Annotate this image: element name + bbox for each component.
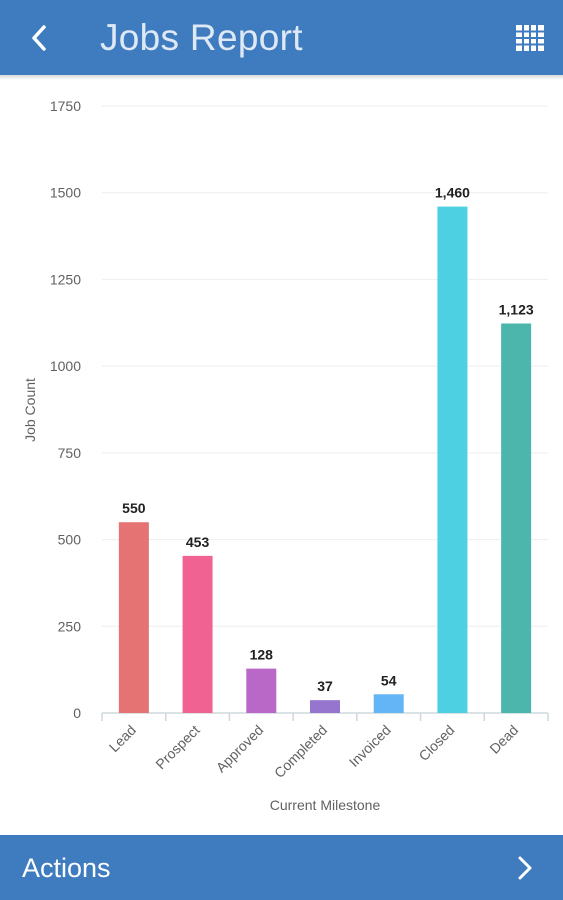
value-labels: 550 453 128 37 54 1,460 1,123 bbox=[122, 185, 534, 695]
x-tick-label: Closed bbox=[415, 722, 457, 764]
app-bar-shadow bbox=[0, 75, 563, 80]
grid-view-button[interactable] bbox=[510, 20, 548, 56]
y-tick-label: 1000 bbox=[50, 358, 81, 374]
value-label: 1,123 bbox=[499, 301, 534, 317]
bars bbox=[118, 206, 532, 714]
y-tick-label: 0 bbox=[73, 705, 81, 721]
y-axis-label: Job Count bbox=[22, 378, 38, 442]
grid-icon bbox=[516, 25, 544, 51]
value-label: 453 bbox=[186, 534, 210, 550]
x-axis bbox=[101, 712, 549, 721]
value-label: 37 bbox=[317, 678, 333, 694]
gridlines bbox=[102, 105, 548, 627]
bar-approved bbox=[246, 668, 277, 713]
y-tick-label: 500 bbox=[58, 532, 82, 548]
jobs-bar-chart: 0 250 500 750 1000 1250 1500 1750 550 453 128 37 54… bbox=[22, 98, 549, 813]
x-tick-label: Approved bbox=[213, 722, 267, 776]
back-button[interactable] bbox=[22, 18, 58, 58]
y-axis-ticks: 0 250 500 750 1000 1250 1500 1750 bbox=[50, 98, 81, 721]
y-tick-label: 1500 bbox=[50, 185, 81, 201]
y-tick-label: 750 bbox=[58, 445, 82, 461]
y-tick-label: 1250 bbox=[50, 271, 81, 287]
x-tick-label: Invoiced bbox=[346, 722, 394, 770]
x-tick-label: Dead bbox=[486, 722, 521, 757]
x-tick-labels: Lead Prospect Approved Completed Invoiced Clo… bbox=[106, 722, 522, 781]
actions-label: Actions bbox=[22, 853, 111, 883]
x-axis-label: Current Milestone bbox=[270, 797, 381, 813]
x-tick-label: Prospect bbox=[152, 722, 202, 772]
x-tick-label: Completed bbox=[271, 722, 330, 781]
y-tick-label: 250 bbox=[58, 618, 82, 634]
top-app-bar: Jobs Report bbox=[0, 0, 563, 75]
y-tick-label: 1750 bbox=[50, 98, 81, 114]
x-tick-label: Lead bbox=[106, 722, 139, 755]
value-label: 550 bbox=[122, 500, 146, 516]
value-label: 1,460 bbox=[435, 185, 470, 201]
bar-lead bbox=[118, 522, 149, 713]
bar-prospect bbox=[182, 555, 213, 713]
bar-completed bbox=[310, 700, 340, 713]
actions-bar[interactable]: Actions bbox=[0, 835, 563, 900]
value-label: 54 bbox=[381, 672, 397, 688]
page-title: Jobs Report bbox=[100, 17, 303, 58]
chevron-right-icon bbox=[518, 856, 532, 880]
bar-invoiced bbox=[373, 694, 404, 713]
bar-dead bbox=[501, 323, 532, 713]
back-arrow-icon bbox=[32, 25, 46, 51]
bar-closed bbox=[437, 206, 468, 714]
value-label: 128 bbox=[250, 647, 274, 663]
